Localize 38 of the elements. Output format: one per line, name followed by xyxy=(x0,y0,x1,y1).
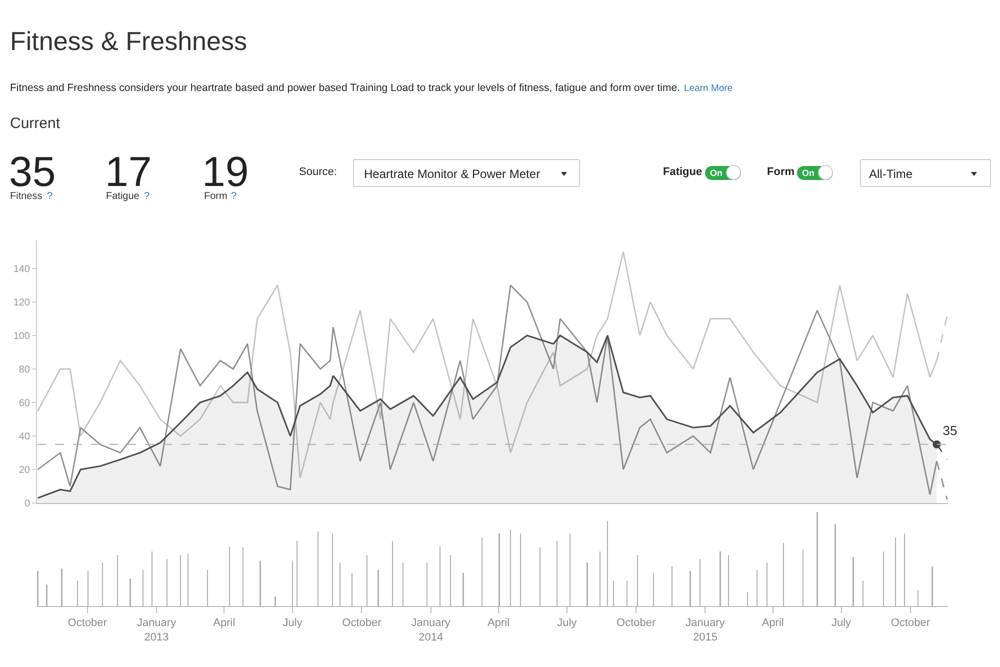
text: Current xyxy=(10,115,60,132)
text: ? xyxy=(47,191,53,202)
text: Learn More xyxy=(684,83,733,94)
x-tick-label: July xyxy=(282,617,303,630)
y-tick-label: 60 xyxy=(18,398,30,409)
text: Fitness & Freshness xyxy=(10,26,247,57)
y-tick-label: 100 xyxy=(13,330,30,342)
text: Fitness and Freshness considers your heartrate based and power based Training Load to track your levels of fitness, fatigue and form over time. xyxy=(10,82,680,94)
text: Heartrate Monitor & Power Meter xyxy=(364,167,540,181)
x-tick-label: April xyxy=(488,617,510,630)
x-tick-label: July xyxy=(557,617,578,630)
y-tick-label: 40 xyxy=(18,431,30,442)
y-tick-label: 20 xyxy=(18,465,30,476)
text: ? xyxy=(144,191,150,202)
y-tick-label: 80 xyxy=(18,364,30,376)
x-tick-label: April xyxy=(762,617,784,630)
y-tick-label: 140 xyxy=(13,264,30,275)
x-tick-label: October xyxy=(616,617,656,630)
x-tick-label: January 2014 xyxy=(411,617,451,644)
text: Fitness xyxy=(10,191,42,202)
x-tick-label: October xyxy=(890,617,930,630)
text: Fatigue xyxy=(663,166,702,178)
x-tick-label: January 2015 xyxy=(686,617,726,644)
x-tick-label: January 2013 xyxy=(136,617,177,644)
x-tick-label: October xyxy=(342,617,382,630)
text: ? xyxy=(231,191,237,202)
text: Form xyxy=(204,191,228,202)
x-tick-label: April xyxy=(213,617,236,630)
x-tick-label: October xyxy=(68,617,108,630)
data-label: 35 xyxy=(942,423,958,438)
x-tick-label: July xyxy=(831,617,852,630)
toggle-switch: On xyxy=(705,166,741,180)
toggle-switch: On xyxy=(797,166,833,180)
text: All-Time xyxy=(869,167,913,181)
y-tick-label: 0 xyxy=(24,498,30,510)
y-tick-label: 120 xyxy=(13,297,30,308)
text: Form xyxy=(767,166,794,178)
source-note: Source: xyxy=(299,166,337,178)
